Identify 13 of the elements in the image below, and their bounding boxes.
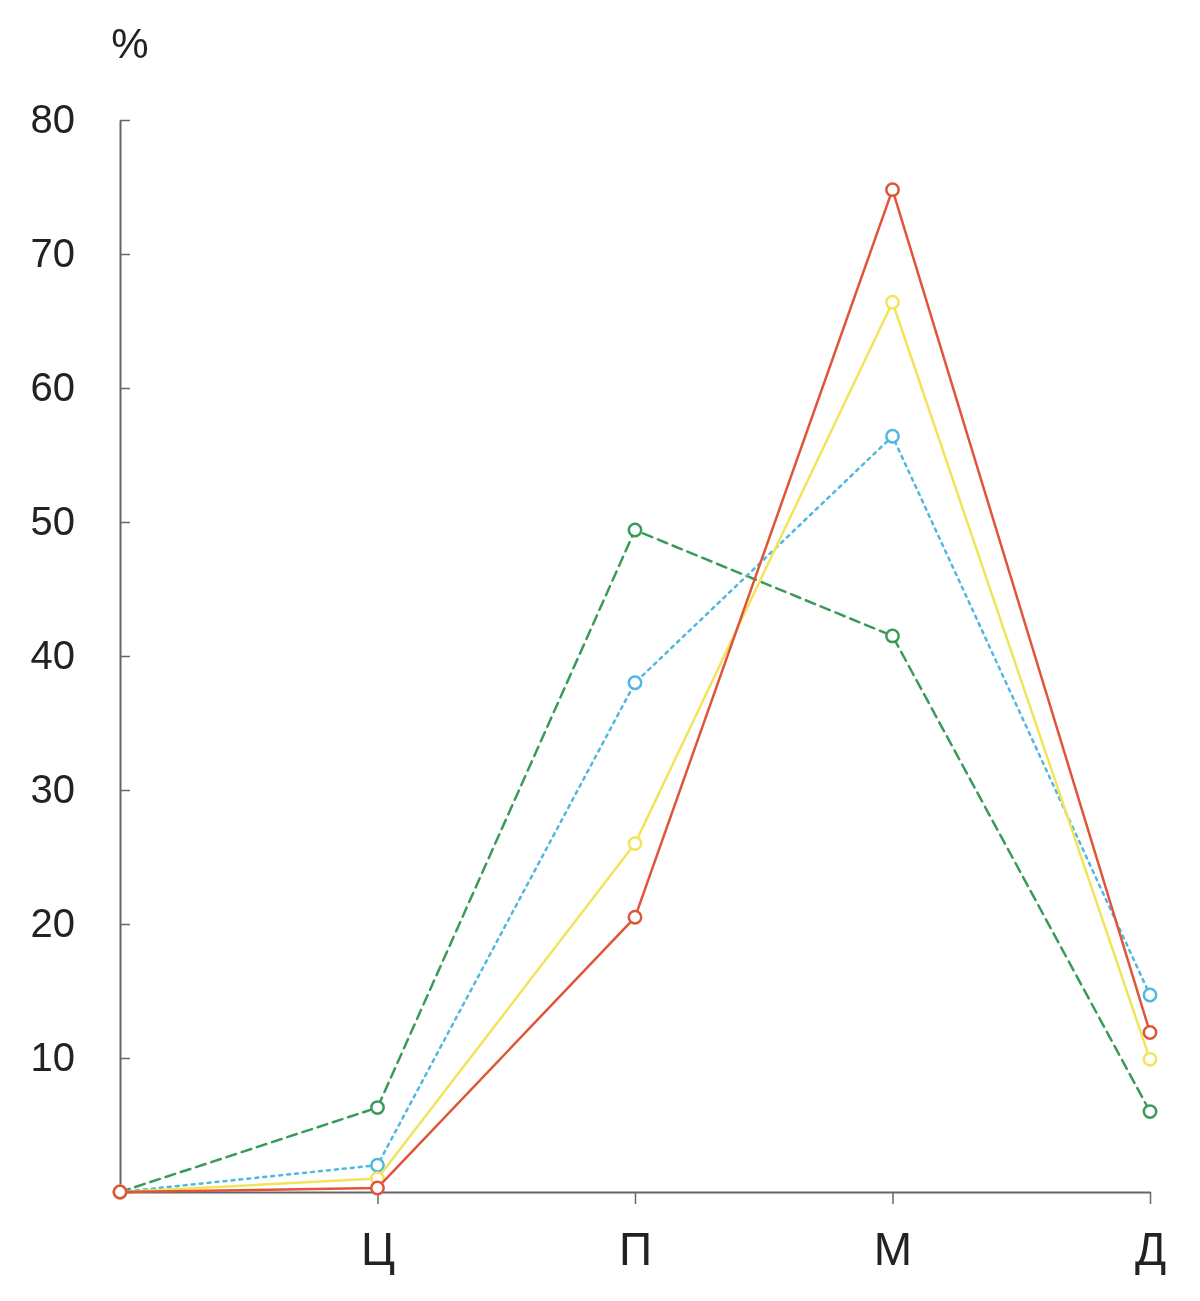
y-tick-label: 80 xyxy=(30,97,75,142)
y-tick-label: 20 xyxy=(30,901,75,946)
y-tick-label: 60 xyxy=(30,365,75,410)
x-tick-label: М xyxy=(873,1222,913,1275)
y-tick-label: 70 xyxy=(30,231,75,276)
y-tick-label: 50 xyxy=(30,499,75,544)
x-tick-label: Ц xyxy=(360,1222,396,1275)
y-tick-label: 30 xyxy=(30,767,75,812)
x-tick-label: Д xyxy=(1134,1222,1167,1275)
y-tick-label: 40 xyxy=(30,633,75,678)
y-tick-label: 10 xyxy=(30,1035,75,1080)
x-tick-label: П xyxy=(618,1222,653,1275)
y-axis-title: % xyxy=(111,20,149,67)
